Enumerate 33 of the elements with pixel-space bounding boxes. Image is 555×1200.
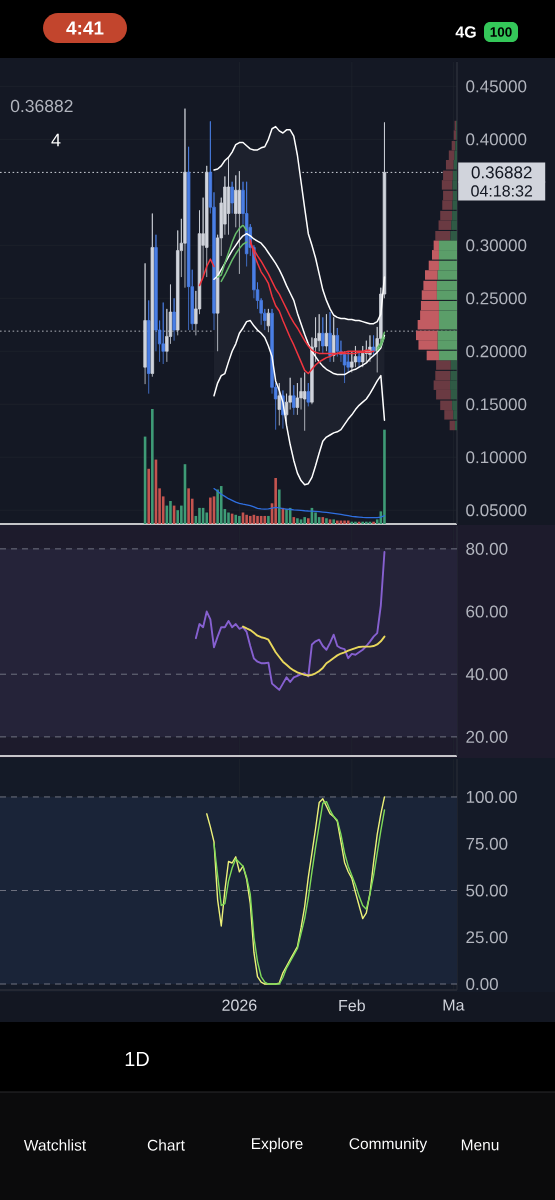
text: 1D bbox=[125, 1052, 149, 1066]
ref-line-label: 0.36882 bbox=[471, 166, 532, 179]
y-tick-label: 25.00 bbox=[466, 931, 508, 944]
y-tick-label: 80.00 bbox=[466, 542, 508, 555]
y-tick-label: 20.00 bbox=[466, 730, 508, 743]
annotation: 4 bbox=[51, 133, 61, 147]
x-tick-label: 2026 bbox=[222, 999, 257, 1011]
y-tick-label: 100.00 bbox=[466, 790, 517, 803]
y-tick-label: 0.45000 bbox=[466, 80, 527, 93]
y-tick-label: 40.00 bbox=[465, 668, 508, 681]
text: Chart bbox=[147, 1139, 185, 1151]
y-tick-label: 75.00 bbox=[466, 837, 508, 850]
text: Watchlist bbox=[23, 1139, 87, 1151]
text: 100 bbox=[490, 27, 512, 37]
text: Community bbox=[349, 1137, 428, 1153]
y-tick-label: 50.00 bbox=[466, 884, 508, 897]
text: 04:18:32 bbox=[471, 185, 533, 197]
y-tick-label: 0.00 bbox=[466, 977, 498, 991]
text: Explore bbox=[251, 1137, 303, 1153]
y-tick-label: 0.40000 bbox=[466, 133, 527, 146]
text: Menu bbox=[461, 1139, 499, 1151]
y-tick-label: 0.30000 bbox=[466, 239, 527, 252]
y-tick-label: 0.20000 bbox=[466, 345, 527, 358]
y-tick-label: 0.10000 bbox=[466, 451, 527, 464]
text: 4:41 bbox=[66, 21, 104, 35]
y-tick-label: 0.05000 bbox=[466, 504, 527, 517]
annotation: 0.36882 bbox=[10, 99, 73, 113]
y-tick-label: 0.15000 bbox=[466, 398, 527, 411]
x-tick-label: Ma bbox=[443, 999, 465, 1011]
x-tick-label: Feb bbox=[339, 999, 365, 1012]
text: 4G bbox=[455, 26, 476, 38]
y-tick-label: 0.25000 bbox=[466, 292, 527, 305]
y-tick-label: 60.00 bbox=[466, 605, 508, 618]
